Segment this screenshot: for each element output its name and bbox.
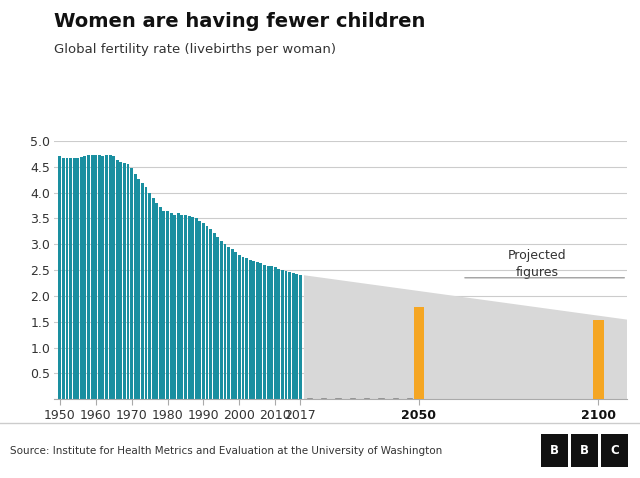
Bar	[156, 203, 158, 399]
Bar	[73, 158, 76, 399]
Bar	[159, 207, 162, 399]
Text: Source: Institute for Health Metrics and Evaluation at the University of Washing: Source: Institute for Health Metrics and…	[10, 445, 442, 456]
Bar	[94, 155, 97, 399]
Polygon shape	[304, 275, 627, 399]
Bar	[231, 250, 234, 399]
Bar	[120, 162, 122, 399]
Bar	[252, 261, 255, 399]
Bar	[58, 156, 61, 399]
Bar	[234, 252, 237, 399]
Bar	[209, 229, 212, 399]
Bar	[83, 156, 86, 399]
Bar	[296, 274, 298, 399]
Bar	[267, 266, 269, 399]
Bar	[292, 273, 294, 399]
Text: C: C	[610, 444, 619, 457]
Bar	[191, 217, 194, 399]
Bar	[148, 193, 151, 399]
Bar	[288, 272, 291, 399]
Bar	[123, 163, 126, 399]
Bar	[281, 270, 284, 399]
Bar	[216, 237, 220, 399]
Bar	[141, 184, 144, 399]
Bar	[259, 263, 262, 399]
Bar	[227, 247, 230, 399]
Bar	[205, 226, 209, 399]
Bar	[166, 211, 169, 399]
Bar	[127, 164, 129, 399]
Bar	[188, 216, 191, 399]
Bar	[134, 174, 136, 399]
Bar	[277, 269, 280, 399]
Bar	[98, 155, 100, 399]
Text: B: B	[550, 444, 559, 457]
Bar	[299, 275, 302, 399]
Bar	[76, 158, 79, 399]
Bar	[163, 211, 165, 399]
Bar	[238, 255, 241, 399]
Bar	[170, 213, 173, 399]
Bar	[80, 157, 83, 399]
Bar	[130, 168, 133, 399]
Text: B: B	[580, 444, 589, 457]
Bar	[177, 213, 180, 399]
Bar	[593, 320, 604, 399]
Bar	[212, 233, 216, 399]
Bar	[220, 240, 223, 399]
FancyBboxPatch shape	[541, 434, 568, 467]
Bar	[102, 156, 104, 399]
Text: Women are having fewer children: Women are having fewer children	[54, 12, 426, 31]
Bar	[274, 268, 276, 399]
Bar	[241, 257, 244, 399]
Bar	[195, 218, 198, 399]
Bar	[245, 258, 248, 399]
Bar	[249, 260, 252, 399]
Bar	[152, 198, 155, 399]
Bar	[202, 223, 205, 399]
Bar	[173, 215, 176, 399]
Bar	[145, 187, 147, 399]
Bar	[256, 262, 259, 399]
Bar	[62, 158, 65, 399]
Text: Projected
figures: Projected figures	[508, 249, 567, 279]
Bar	[69, 158, 72, 399]
Bar	[285, 271, 287, 399]
Bar	[198, 221, 202, 399]
Bar	[413, 307, 424, 399]
Bar	[109, 155, 111, 399]
Bar	[263, 265, 266, 399]
Bar	[91, 155, 93, 399]
Bar	[223, 244, 227, 399]
Bar	[270, 266, 273, 399]
FancyBboxPatch shape	[601, 434, 628, 467]
Bar	[112, 156, 115, 399]
Bar	[138, 179, 140, 399]
Bar	[87, 155, 90, 399]
FancyBboxPatch shape	[571, 434, 598, 467]
Bar	[180, 215, 183, 399]
Bar	[105, 155, 108, 399]
Text: Global fertility rate (livebirths per woman): Global fertility rate (livebirths per wo…	[54, 43, 337, 56]
Bar	[65, 158, 68, 399]
Bar	[116, 160, 118, 399]
Bar	[184, 215, 187, 399]
